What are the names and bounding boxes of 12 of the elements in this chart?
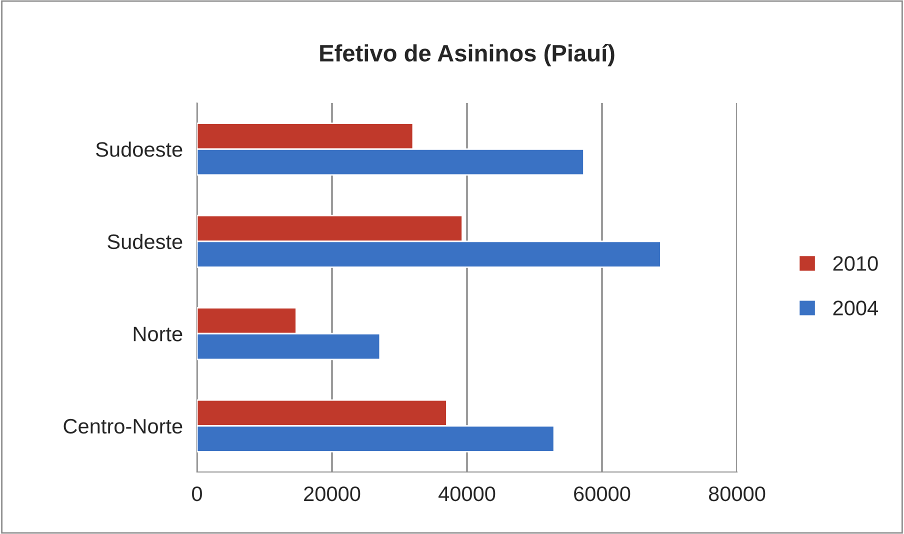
x-tick-label: 60000 xyxy=(574,486,630,502)
y-tick-label: Centro-Norte xyxy=(64,418,182,434)
y-tick-label: Sudoeste xyxy=(96,142,182,157)
x-tick-label: 20000 xyxy=(304,486,360,502)
legend-label: 2004 xyxy=(833,300,878,316)
x-tick-label: 80000 xyxy=(708,486,766,502)
y-tick-label: Norte xyxy=(134,326,182,342)
y-tick-label: Sudeste xyxy=(108,234,182,250)
x-tick-label: 0 xyxy=(192,486,202,502)
legend-label: 2010 xyxy=(833,256,878,271)
x-tick-label: 40000 xyxy=(438,486,496,502)
chart-title: Efetivo de Asininos (Piauí) xyxy=(320,44,614,66)
